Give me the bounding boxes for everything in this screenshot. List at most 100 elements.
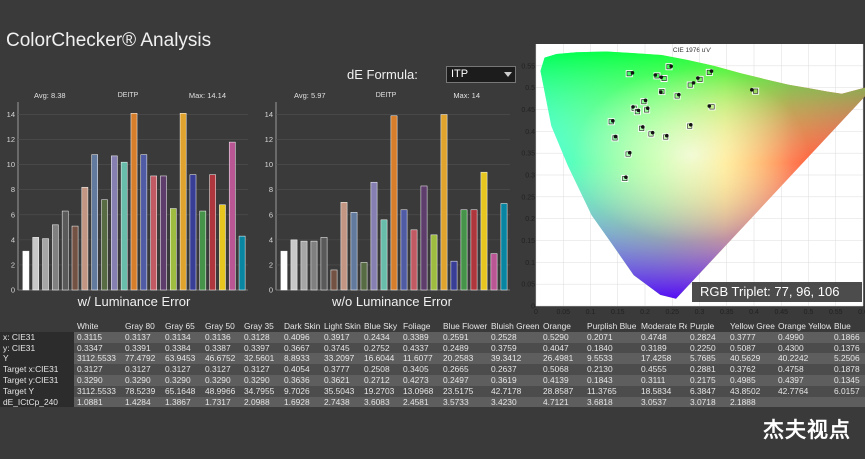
y-tick-label: 6 (11, 210, 15, 219)
formula-dropdown[interactable]: ITP (446, 66, 516, 83)
x-tick-label: 0.15 (611, 309, 625, 316)
table-cell: 3112.5533 (74, 385, 122, 397)
y-tick-label: 0 (269, 286, 273, 295)
table-row: x: CIE31 0.3115 0.3137 0.3134 0.3136 0.3128 0.… (0, 331, 865, 343)
bar (430, 234, 438, 291)
target-marker (658, 88, 666, 96)
watermark: 杰夫视点 (763, 418, 851, 442)
chart1-max-label: Max: 14.14 (189, 91, 226, 100)
bar (290, 239, 298, 291)
table-cell: 43.8502 (727, 385, 775, 397)
column-header: Purple (687, 321, 727, 332)
column-header: Gray 35 (241, 321, 281, 332)
table-cell: 0.3347 (74, 342, 122, 354)
measured-point (613, 134, 618, 139)
bar (420, 185, 428, 291)
table-row: y: CIE31 0.3347 0.3391 0.3384 0.3387 0.3397 0.… (0, 342, 865, 354)
measured-point (688, 122, 693, 127)
bar (350, 212, 358, 291)
table-cell (831, 396, 865, 408)
x-tick-label: 0.2 (640, 309, 650, 316)
target-marker (640, 98, 648, 106)
y-tick-label: 0.1 (525, 260, 535, 267)
target-marker (686, 122, 694, 130)
table-cell: 0.4748 (638, 331, 687, 343)
bar (238, 235, 246, 291)
chevron-down-icon (504, 72, 512, 77)
bar (310, 240, 318, 291)
table-cell: 0.3189 (638, 342, 687, 354)
table-cell: 0.1866 (831, 331, 865, 343)
y-tick-label: 14 (265, 110, 273, 119)
table-cell: 46.6752 (202, 353, 241, 365)
y-tick-label: 8 (11, 185, 15, 194)
chart1-avg-label: Avg: 8.38 (34, 91, 66, 100)
y-tick-label: 6 (269, 210, 273, 219)
table-cell: 34.7955 (241, 385, 281, 397)
y-tick-label: 0.5 (525, 85, 535, 92)
measured-point (645, 106, 650, 110)
table-cell: 13.0968 (400, 385, 440, 397)
table-cell: 3.5733 (440, 396, 488, 408)
bar (61, 210, 69, 291)
measured-point (631, 105, 635, 109)
table-cell: 0.2637 (488, 364, 540, 375)
y-tick-label: 0.15 (521, 238, 535, 245)
rgb-triplet-readout: RGB Triplet: 77, 96, 106 (692, 282, 862, 302)
table-cell: 0.3389 (400, 331, 440, 343)
bar (280, 250, 288, 291)
bar (410, 229, 418, 291)
measured-point (659, 75, 664, 79)
table-cell: 2.0988 (241, 396, 281, 408)
table-cell: 0.3621 (321, 374, 361, 386)
table-cell: 0.3127 (74, 364, 122, 375)
bar (91, 154, 98, 291)
table-cell: 0.3137 (122, 331, 162, 343)
measured-point (611, 119, 615, 123)
page-title: ColorChecker® Analysis (6, 30, 212, 51)
column-header: Bluish Green (488, 321, 540, 332)
measured-point (665, 133, 669, 138)
bar (160, 175, 167, 291)
table-cell: 1.3867 (162, 396, 202, 408)
measured-point (641, 125, 645, 129)
table-cell: 0.1878 (831, 364, 865, 375)
table-cell: 48.9966 (202, 385, 241, 397)
target-marker (647, 130, 655, 138)
table-header-row: White Gray 80 Gray 65 Gray 50 Gray 35 Dark Sk… (0, 321, 865, 332)
row-label: Target x:CIE31 (0, 364, 74, 375)
bar (140, 154, 148, 291)
measured-point (709, 69, 714, 73)
y-tick-label: 0.05 (521, 282, 535, 289)
y-tick-label: 4 (11, 235, 15, 244)
target-marker-inner (753, 88, 759, 94)
table-cell: 0.4054 (281, 364, 321, 375)
table-cell: 0.4990 (775, 331, 831, 343)
table-row: Y 3112.5533 77.4792 63.9453 46.6752 32.5601 8.… (0, 353, 865, 365)
table-cell: 39.3412 (488, 353, 540, 365)
table-cell: 42.7764 (775, 385, 831, 397)
table-cell: 0.4139 (540, 374, 584, 386)
y-tick-label: 0.4 (525, 129, 535, 136)
table-cell: 11.3765 (584, 385, 638, 397)
bar (81, 186, 89, 291)
table-cell (775, 396, 831, 408)
x-tick-label: 0 (534, 309, 538, 316)
cie-1976-diagram: CIE 1976 u'v' 0 0.05 0.1 0.15 0.2 0.25 0.3 0.35… (521, 44, 865, 316)
formula-value: ITP (451, 68, 469, 80)
table-row: Target Y 3112.5533 78.5239 65.1648 48.9966 34… (0, 385, 865, 397)
row-label: Target y:CIE31 (0, 374, 74, 386)
bar (228, 141, 236, 291)
table-cell: 0.3134 (162, 331, 202, 343)
table-cell: 0.3762 (727, 364, 775, 375)
table-cell: 35.5043 (321, 385, 361, 397)
target-marker (624, 150, 632, 158)
row-label: Y (0, 353, 74, 365)
table-cell: 0.3136 (202, 331, 241, 343)
table-cell: 17.4258 (638, 353, 687, 365)
table-cell: 0.4337 (400, 342, 440, 354)
column-header: Orange Yellow (775, 321, 831, 332)
y-tick-label: 2 (11, 260, 15, 269)
table-cell: 40.2242 (775, 353, 831, 365)
bar (390, 115, 398, 291)
